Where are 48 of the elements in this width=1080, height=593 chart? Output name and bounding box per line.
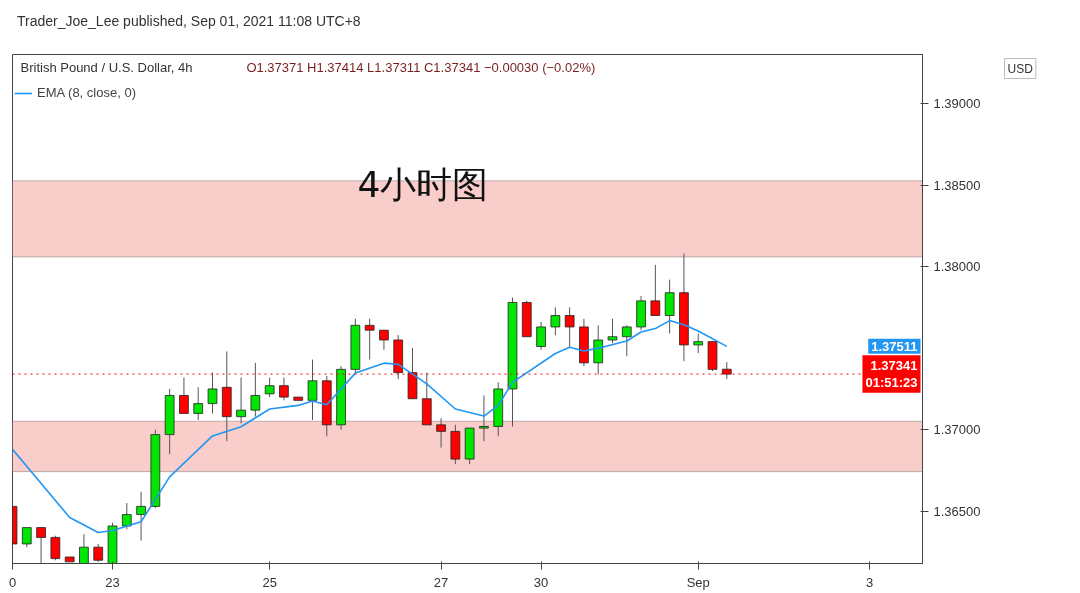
- candlestick: [664, 279, 675, 334]
- candlestick: [50, 535, 61, 561]
- candlestick: [79, 533, 89, 564]
- candlestick: [121, 502, 132, 530]
- candlestick: [621, 324, 632, 357]
- candlestick: [536, 321, 546, 351]
- x-tick-label: 30: [533, 574, 549, 590]
- candlestick: [207, 372, 218, 414]
- candlestick: [236, 377, 246, 424]
- x-tick-label: 3: [866, 574, 874, 590]
- legend-label: EMA (8, close, 0): [37, 85, 136, 100]
- x-tick-label: 23: [105, 574, 120, 590]
- candlestick: [379, 329, 389, 351]
- candlestick: [593, 324, 604, 375]
- y-tick-label: 1.38000: [933, 259, 981, 275]
- chart-title: British Pound / U.S. Dollar, 4h: [20, 59, 193, 75]
- ref-line-label: 1.37341 01:51:23: [865, 358, 918, 390]
- candlestick: [364, 318, 375, 361]
- chart-subtitle: O1.37371 H1.37414 L1.37311 C1.37341 −0.00030 (−0.02%): [246, 59, 596, 75]
- text: Trader_Joe_Lee published, Sep 01, 2021 11:08 UTC+8: [17, 12, 361, 31]
- annotation: 1.37511: [871, 338, 918, 354]
- x-tick-label: 25: [262, 574, 277, 590]
- annotation: 4小时图: [357, 163, 489, 205]
- candlestick: [193, 386, 204, 421]
- x-tick-label: Sep: [686, 574, 710, 590]
- candlestick: [479, 394, 489, 442]
- y-tick-label: 1.39000: [933, 95, 981, 111]
- candlestick: [650, 264, 661, 317]
- candlestick: [564, 306, 575, 349]
- x-tick-label: 27: [433, 574, 449, 590]
- y-tick-label: 1.37000: [933, 422, 981, 438]
- candlestick: [136, 491, 146, 542]
- x-tick-label: 0: [8, 574, 17, 590]
- candlestick: [607, 318, 618, 344]
- candlestick: [250, 362, 261, 418]
- candlestick: [693, 332, 704, 354]
- candlestick: [21, 527, 32, 548]
- candlestick: [307, 359, 318, 421]
- y-tick-label: 1.38500: [933, 177, 981, 193]
- candlestick: [279, 377, 289, 401]
- candlestick: [436, 417, 446, 449]
- line-series: [12, 319, 728, 534]
- candlestick: [550, 306, 561, 336]
- candlestick: [179, 377, 189, 414]
- candlestick: [264, 377, 275, 398]
- y-tick-label: 1.36500: [933, 503, 981, 519]
- candlestick: [36, 527, 46, 564]
- y-axis-title: USD: [1007, 61, 1034, 76]
